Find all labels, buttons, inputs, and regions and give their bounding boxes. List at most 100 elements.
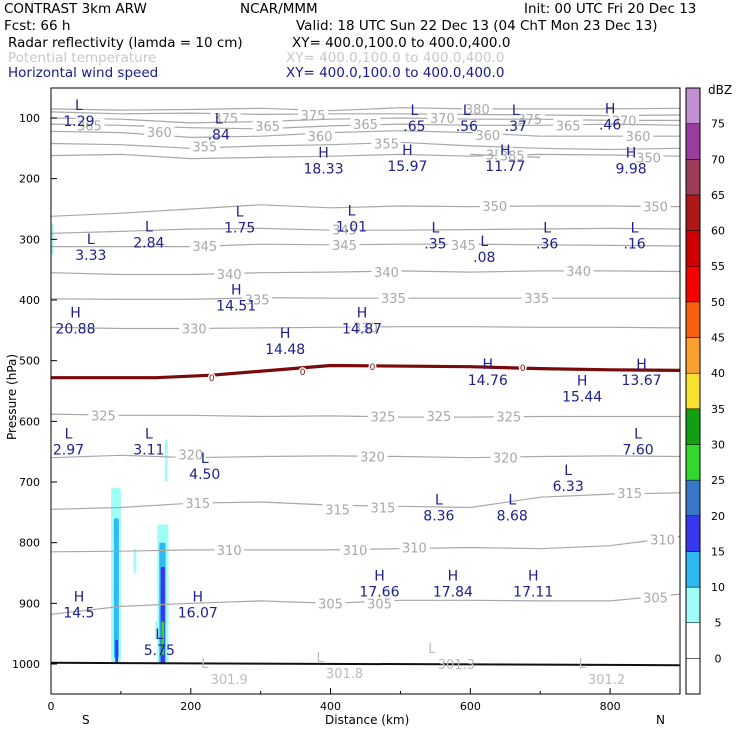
wind-extremum-marker: L (435, 492, 443, 508)
theta-label-bg (329, 237, 360, 251)
y-tick-label: 100 (19, 112, 40, 125)
theta-contour-label: 340 (217, 268, 242, 283)
theta-contour-label: 365 (556, 119, 581, 134)
theta-contour-label: 385 (500, 150, 525, 165)
wind-extremum-value: 5.75 (144, 643, 175, 659)
theta-contour-line (51, 204, 680, 217)
theta-label-bg (647, 532, 678, 546)
x-tick-label: 200 (180, 700, 201, 713)
theta-contour-line (51, 227, 680, 234)
x-tick-label: 400 (320, 700, 341, 713)
theta-label-bg (179, 321, 210, 335)
theta-contour-label: 310 (402, 542, 427, 557)
theta-contour-label: 325 (496, 410, 521, 425)
wind-extremum-value: 14.51 (216, 298, 256, 314)
wind-extremum-marker: H (528, 569, 539, 585)
theta-contour-label: 305 (318, 597, 343, 612)
freezing-label-bg (298, 367, 307, 377)
valid-time: Valid: 18 UTC Sun 22 Dec 13 (04 ChT Mon … (296, 18, 658, 34)
colorbar-band (685, 515, 701, 552)
colorbar-level-label: 70 (711, 153, 725, 166)
wind-extremum-value: 8.36 (423, 508, 454, 524)
wind-extremum-marker: H (280, 326, 291, 342)
freezing-label-bg (368, 362, 377, 372)
theta-label-bg (371, 265, 402, 279)
reflectivity-layer (51, 224, 169, 664)
wind-extremum-value: 17.66 (359, 585, 399, 601)
theta-label-bg (210, 111, 241, 124)
freezing-level-line (51, 363, 681, 380)
init-time: Init: 00 UTC Fri 20 Dec 13 (524, 1, 697, 17)
freezing-label-bg (207, 373, 216, 383)
theta-contour-label: 350 (482, 200, 507, 215)
theta-label-bg (633, 150, 664, 164)
theta-contour-label: 365 (77, 119, 102, 134)
south-label: S (82, 713, 90, 727)
wind-extremum-marker: H (636, 357, 647, 373)
wind-extremum-marker: H (74, 589, 85, 605)
freezing-level-layer: 0 0 0 0 (51, 362, 681, 384)
wind-extremum-value: 6.33 (553, 479, 584, 495)
theta-label-bg (305, 129, 336, 143)
theta-contour-label: 325 (371, 410, 396, 425)
colorbar-level-label: 30 (711, 438, 725, 451)
wind-extremum-value: 3.33 (75, 248, 106, 264)
wind-extremum-marker: H (357, 305, 368, 321)
wind-extremum-marker: H (626, 145, 637, 161)
wind-extremum-marker: L (564, 463, 572, 479)
wind-extremum-value: 17.11 (513, 585, 553, 601)
wind-extremum-value: 14.76 (468, 373, 508, 389)
wind-extremum-marker: H (605, 102, 616, 118)
surface-theta-value: 301.2 (588, 673, 625, 688)
theta-contour-label: 325 (91, 409, 116, 424)
theta-contour-label: 320 (178, 449, 203, 464)
theta-label-bg (614, 485, 645, 499)
colorbar-level-label: 5 (715, 617, 722, 630)
theta-contour-label: 345 (332, 224, 357, 239)
wind-extremum-marker: L (201, 451, 209, 467)
colorbar-level-label: 75 (711, 118, 725, 131)
wind-extremum-marker: L (145, 427, 153, 443)
wind-extremum-value: 15.97 (387, 159, 427, 175)
theta-contour-label: 315 (371, 501, 396, 516)
theta-contour-line (51, 243, 680, 248)
theta-contour-label: 365 (255, 120, 280, 135)
reflectivity-cell (113, 518, 119, 658)
theta-label-bg (640, 590, 671, 604)
theta-contour-line (51, 413, 680, 418)
wind-extremum-marker: H (577, 373, 588, 389)
y-tick-label: 600 (19, 415, 40, 428)
theta-label-bg (472, 127, 503, 141)
freezing-level-label: 0 (520, 364, 526, 374)
theta-label-bg (74, 118, 105, 132)
theta-contour-label: 335 (524, 292, 549, 307)
y-tick-label: 700 (19, 476, 40, 489)
colorbar-level-label: 65 (711, 189, 725, 202)
wind-extremum-value: .08 (473, 250, 495, 266)
theta-contour-label: 365 (353, 118, 378, 133)
surface-theta-marker: L (428, 642, 436, 657)
theta-contour-label: 320 (493, 452, 518, 467)
forecast-hour: Fcst: 66 h (4, 18, 71, 34)
theta-contour-label: 335 (245, 293, 270, 308)
theta-label-bg (364, 596, 395, 610)
colorbar-unit: dBZ (708, 83, 732, 97)
north-label: N (656, 713, 665, 727)
colorbar-band (685, 159, 701, 196)
y-tick-label: 900 (19, 597, 40, 610)
wind-extremum-value: .36 (536, 236, 558, 252)
reflectivity-cell (155, 621, 158, 640)
colorbar-level-label: 40 (711, 367, 725, 380)
theta-contour-label: 370 (612, 114, 637, 129)
colorbar-band (685, 658, 701, 695)
theta-label-bg (144, 124, 175, 138)
theta-contour-label: 315 (185, 497, 210, 512)
wind-extremum-value: 17.84 (433, 585, 473, 601)
theta-contour-label: 310 (343, 544, 368, 559)
colorbar-level-label: 55 (711, 260, 725, 273)
theta-label-bg (423, 408, 454, 422)
wind-extremum-value: 14.5 (63, 605, 94, 621)
colorbar-band (685, 194, 701, 231)
colorbar-level-label: 35 (711, 403, 725, 416)
field-wind-xy: XY= 400.0,100.0 to 400.0,400.0 (286, 65, 505, 81)
